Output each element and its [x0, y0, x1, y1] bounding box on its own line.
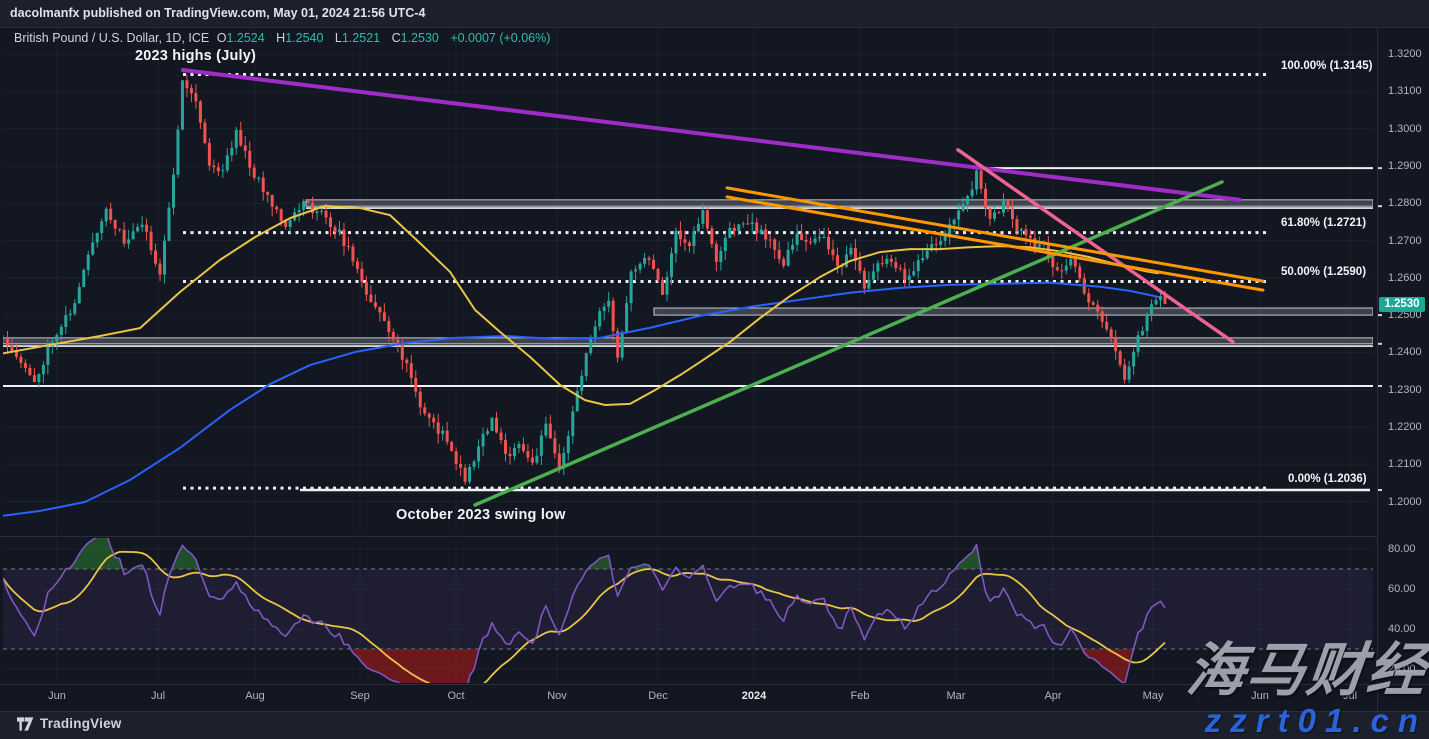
rsi-axis-label[interactable]: 20.00: [1388, 663, 1416, 675]
slow-moving-average-line[interactable]: [0, 281, 1159, 517]
price-axis-label[interactable]: 1.2600: [1388, 271, 1422, 284]
time-axis-label[interactable]: Nov: [547, 690, 567, 702]
price-axis-label[interactable]: 1.2300: [1388, 383, 1422, 396]
close-value: 1.2530: [400, 31, 439, 45]
rsi-axis-label[interactable]: 80.00: [1388, 543, 1416, 555]
open-value: 1.2524: [226, 31, 265, 45]
annotation-october-swing-low[interactable]: October 2023 swing low: [396, 507, 566, 523]
time-axis-label[interactable]: 2024: [741, 690, 767, 702]
low-label: L: [334, 31, 342, 45]
low-value: 1.2521: [341, 31, 381, 45]
time-axis-label[interactable]: Aug: [245, 690, 265, 702]
price-axis-label[interactable]: 1.2400: [1388, 346, 1422, 359]
time-axis-label[interactable]: Jun: [48, 690, 66, 702]
time-axis-label[interactable]: Jul: [1342, 690, 1358, 702]
fib-label-100[interactable]: 100.00% (1.3145): [1281, 60, 1373, 72]
tradingview-logo[interactable]: TradingView: [17, 716, 121, 731]
gray-zone-band[interactable]: [305, 199, 1373, 207]
rsi-line[interactable]: [3, 532, 1166, 697]
last-price-badge: 1.2530: [1379, 296, 1425, 312]
purple-descending-trendline[interactable]: [181, 68, 1242, 202]
price-axis-label[interactable]: 1.2500: [1388, 309, 1422, 322]
time-axis-label[interactable]: Jul: [150, 690, 166, 702]
price-axis-label[interactable]: 1.2100: [1388, 458, 1422, 471]
time-axis-label[interactable]: Dec: [648, 690, 668, 702]
price-axis-label[interactable]: 1.2700: [1388, 234, 1422, 247]
price-axis-label[interactable]: 1.3200: [1388, 48, 1422, 60]
time-axis-label[interactable]: Apr: [1044, 690, 1062, 702]
time-axis-border-bottom: [0, 711, 1429, 712]
time-axis-label[interactable]: Jun: [1251, 690, 1269, 702]
price-axis-label[interactable]: 1.2200: [1388, 421, 1422, 433]
time-axis-label[interactable]: Sep: [350, 690, 370, 702]
time-axis-border-top: [0, 684, 1429, 685]
publish-text: dacolmanfx published on TradingView.com,…: [10, 6, 426, 20]
fib-label-50[interactable]: 50.00% (1.2590): [1281, 266, 1367, 278]
publish-bar: dacolmanfx published on TradingView.com,…: [0, 0, 1429, 28]
open-label: O: [216, 31, 227, 45]
gray-zone-band[interactable]: [3, 337, 1373, 345]
pink-descending-trendline[interactable]: [956, 148, 1235, 344]
high-label: H: [276, 31, 286, 45]
price-axis-label[interactable]: 1.3000: [1388, 122, 1422, 135]
orange-channel-lower[interactable]: [725, 195, 1265, 292]
time-axis-label[interactable]: Mar: [946, 690, 966, 702]
time-axis-label[interactable]: May: [1142, 690, 1164, 702]
symbol-legend[interactable]: British Pound / U.S. Dollar, 1D, ICE O1.…: [14, 31, 554, 45]
time-axis-label[interactable]: Feb: [850, 690, 870, 702]
price-axis-border: [1377, 27, 1378, 711]
rsi-pane[interactable]: [3, 532, 1373, 697]
annotation-2023-highs[interactable]: 2023 highs (July): [135, 48, 257, 64]
main-pane[interactable]: [0, 28, 1373, 535]
close-label: C: [391, 31, 401, 45]
price-axis-label[interactable]: 1.2800: [1388, 197, 1422, 210]
symbol-title[interactable]: British Pound / U.S. Dollar, 1D, ICE: [14, 31, 210, 45]
time-axis-label[interactable]: Oct: [447, 690, 465, 702]
rsi-axis-label[interactable]: 40.00: [1388, 623, 1416, 635]
tradingview-logo-icon: [17, 716, 34, 731]
pane-separator[interactable]: [0, 536, 1377, 537]
fast-moving-average-line[interactable]: [0, 204, 1159, 406]
rsi-ma-line[interactable]: [3, 550, 1166, 694]
change-value: +0.0007 (+0.06%): [450, 31, 551, 45]
price-axis-label[interactable]: 1.3100: [1388, 85, 1422, 98]
orange-channel-upper[interactable]: [725, 186, 1265, 283]
footer-bar: [0, 712, 1429, 739]
candlesticks[interactable]: [2, 74, 1167, 485]
rsi-axis-label[interactable]: 60.00: [1388, 583, 1416, 595]
high-value: 1.2540: [285, 31, 324, 45]
fib-label-618[interactable]: 61.80% (1.2721): [1281, 217, 1367, 229]
green-ascending-trendline[interactable]: [473, 180, 1224, 507]
fib-label-0[interactable]: 0.00% (1.2036): [1288, 473, 1367, 485]
price-axis-label[interactable]: 1.2000: [1388, 495, 1422, 508]
price-axis-label[interactable]: 1.2900: [1388, 159, 1422, 172]
tradingview-logo-text: TradingView: [40, 716, 122, 731]
gray-zone-band[interactable]: [653, 307, 1373, 316]
